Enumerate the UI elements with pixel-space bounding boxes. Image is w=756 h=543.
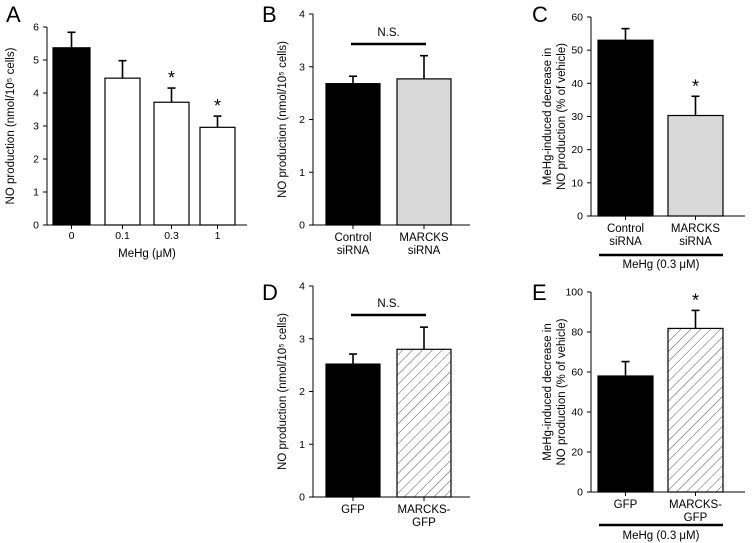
y-tick-label: 1 — [299, 439, 305, 451]
bar — [104, 77, 141, 226]
bar — [396, 78, 452, 226]
y-tick-label: 2 — [33, 154, 39, 166]
y-tick-label: 30 — [571, 111, 583, 123]
y-axis-label-line: MeHg-induced decrease in — [542, 323, 554, 460]
bar — [325, 83, 381, 226]
y-tick-label: 3 — [33, 121, 39, 133]
y-axis-label: MeHg-induced decrease in NO production (%… — [542, 318, 568, 465]
bar — [325, 363, 381, 498]
x-tick-label: Control — [607, 223, 644, 235]
y-axis-label-line: NO production (% of vehicle) — [556, 43, 568, 190]
panel-c: C 0 10 20 30 40 50 60 MeHg-induced decrease in NO… — [532, 2, 745, 271]
y-tick-label: 5 — [33, 55, 39, 67]
bar — [667, 114, 724, 217]
panel-letter: E — [532, 280, 547, 305]
y-tick-label: 1 — [33, 187, 39, 199]
panel-letter: C — [532, 2, 548, 27]
panel-e: E 0 20 40 60 80 100 MeHg-induced decrease in NO … — [532, 280, 745, 542]
x-tick-label: Control — [334, 232, 371, 244]
y-tick-label: 3 — [299, 333, 305, 345]
x-tick-label: 0.1 — [115, 230, 130, 242]
significance-marker: * — [214, 96, 221, 116]
group-label: MeHg (0.3 μM) — [623, 259, 700, 271]
x-tick-label: GFP — [684, 512, 708, 524]
y-tick-label: 80 — [571, 327, 583, 339]
y-tick-label: 0 — [577, 211, 583, 223]
y-tick-label: 100 — [565, 287, 583, 299]
x-tick-label: siRNA — [408, 245, 441, 257]
x-tick-label: siRNA — [679, 236, 712, 248]
y-tick-label: 0 — [299, 492, 305, 504]
bar — [52, 47, 91, 226]
x-tick-label: 0 — [69, 230, 75, 242]
x-tick-label: GFP — [614, 499, 638, 511]
x-tick-label: GFP — [341, 504, 365, 516]
bar — [199, 126, 236, 226]
y-tick-label: 40 — [571, 78, 583, 90]
panel-letter: B — [262, 2, 277, 27]
y-axis-label: NO production (nmol/10⁵ cells) — [277, 41, 289, 198]
y-axis-label: NO production (nmol/10⁵ cells) — [277, 313, 289, 470]
y-tick-label: 2 — [299, 386, 305, 398]
bar — [597, 375, 654, 493]
y-tick-label: 60 — [571, 367, 583, 379]
y-tick-label: 0 — [577, 487, 583, 499]
y-tick-label: 4 — [299, 9, 305, 21]
y-tick-label: 50 — [571, 45, 583, 57]
y-tick-label: 60 — [571, 12, 583, 24]
x-tick-label: MARCKS — [671, 223, 721, 235]
x-tick-label: siRNA — [609, 236, 642, 248]
bar — [396, 348, 452, 498]
y-tick-label: 4 — [33, 88, 39, 100]
x-tick-label: MARCKS — [399, 232, 449, 244]
x-tick-label: siRNA — [337, 245, 370, 257]
y-tick-label: 2 — [299, 114, 305, 126]
x-tick-label: GFP — [412, 517, 436, 529]
bar — [153, 101, 190, 226]
comparison-label: N.S. — [377, 298, 399, 310]
bar — [667, 327, 724, 493]
significance-marker: * — [168, 68, 175, 88]
panel-b: B 0 1 2 3 4 NO production (nmol/10⁵ cells) Cont… — [262, 2, 470, 257]
y-tick-label: 10 — [571, 177, 583, 189]
significance-marker: * — [692, 290, 699, 310]
y-axis-label: MeHg-induced decrease in NO production (%… — [542, 43, 568, 190]
x-tick-label: 1 — [215, 230, 221, 242]
x-tick-label: MARCKS- — [397, 504, 450, 516]
y-tick-label: 0 — [33, 220, 39, 232]
bar — [597, 39, 654, 217]
panel-letter: D — [262, 280, 278, 305]
y-tick-label: 6 — [33, 22, 39, 34]
y-tick-label: 1 — [299, 167, 305, 179]
y-tick-label: 40 — [571, 407, 583, 419]
y-tick-label: 0 — [299, 220, 305, 232]
x-tick-label: MARCKS- — [669, 499, 722, 511]
significance-marker: * — [692, 76, 699, 96]
y-tick-label: 20 — [571, 447, 583, 459]
group-label: MeHg (0.3 μM) — [623, 530, 700, 542]
x-tick-label: 0.3 — [164, 230, 179, 242]
y-tick-label: 3 — [299, 61, 305, 73]
y-tick-label: 20 — [571, 144, 583, 156]
y-axis-label-line: MeHg-induced decrease in — [542, 48, 554, 185]
panel-a: A 0 1 2 3 4 5 6 NO production (nmol/10⁵ cells) 0 0… — [5, 2, 247, 260]
comparison-label: N.S. — [377, 27, 399, 39]
x-axis-label: MeHg (μM) — [118, 248, 176, 260]
panel-letter: A — [6, 2, 21, 27]
y-axis-label: NO production (nmol/10⁵ cells) — [5, 47, 17, 204]
y-tick-label: 4 — [299, 281, 305, 293]
y-axis-label-line: NO production (% of vehicle) — [556, 318, 568, 465]
